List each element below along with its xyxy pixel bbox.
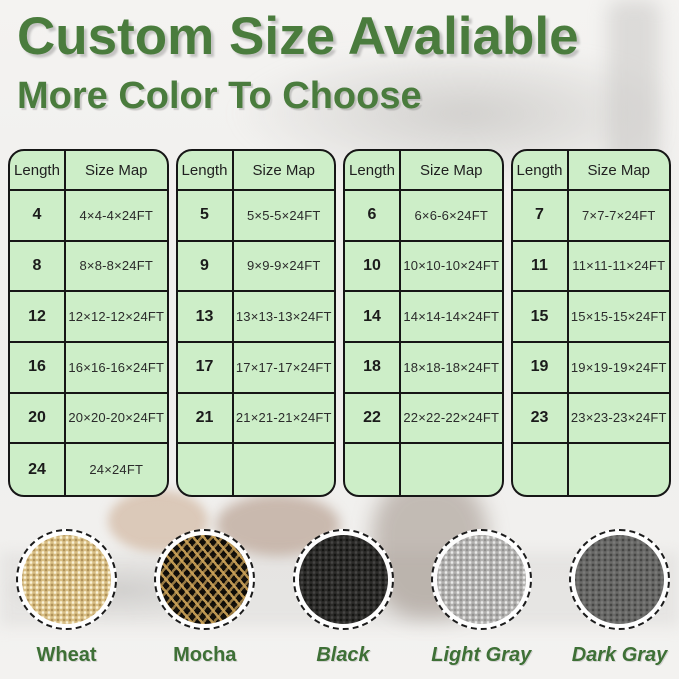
size-cell: 18×18-18×24FT bbox=[401, 343, 502, 394]
size-cell: 15×15-15×24FT bbox=[568, 292, 669, 343]
size-cell: 5×5-5×24FT bbox=[233, 191, 334, 242]
size-cell bbox=[569, 444, 670, 495]
size-cell: 9×9-9×24FT bbox=[233, 242, 334, 293]
page-subtitle: More Color To Choose bbox=[17, 75, 422, 117]
length-cell: 12 bbox=[10, 292, 66, 343]
dark-gray-swatch-circle bbox=[569, 529, 670, 630]
size-table-4: Length Size Map 7 7×7-7×24FT 11 11×11-11×24FT… bbox=[510, 149, 671, 497]
size-cell: 19×19-19×24FT bbox=[568, 343, 669, 394]
length-header-cell: Length bbox=[177, 151, 234, 191]
light-gray-fabric-texture bbox=[436, 535, 526, 624]
length-header-cell: Length bbox=[345, 151, 401, 191]
size-cell: 11×11-11×24FT bbox=[568, 242, 669, 293]
size-cell: 6×6-6×24FT bbox=[401, 191, 502, 242]
length-cell: 13 bbox=[177, 292, 234, 343]
black-swatch-circle bbox=[292, 529, 394, 630]
swatch-label: Light Gray bbox=[431, 644, 532, 666]
size-map-header-cell: Size Map bbox=[66, 151, 167, 191]
size-cell: 16×16-16×24FT bbox=[66, 343, 167, 394]
swatch-label: Black bbox=[316, 644, 370, 666]
page-title: Custom Size Avaliable bbox=[17, 7, 579, 66]
size-cell: 12×12-12×24FT bbox=[66, 292, 167, 343]
length-cell: 16 bbox=[10, 343, 66, 394]
mocha-swatch-circle bbox=[154, 529, 256, 630]
size-table-2: Length Size Map 5 5×5-5×24FT 9 9×9-9×24FT 13 13… bbox=[175, 149, 336, 497]
size-cell: 7×7-7×24FT bbox=[568, 191, 669, 242]
length-cell: 15 bbox=[512, 292, 569, 343]
size-cell: 13×13-13×24FT bbox=[233, 292, 334, 343]
length-header-cell: Length bbox=[10, 151, 66, 191]
wheat-fabric-texture bbox=[22, 535, 111, 624]
length-cell: 18 bbox=[345, 343, 401, 394]
size-cell: 14×14-14×24FT bbox=[401, 292, 502, 343]
length-cell: 6 bbox=[345, 191, 401, 242]
size-map-header-cell: Size Map bbox=[401, 151, 502, 191]
length-cell bbox=[178, 444, 234, 495]
mocha-fabric-texture bbox=[160, 535, 250, 624]
size-cell: 4×4-4×24FT bbox=[66, 191, 167, 242]
length-cell bbox=[513, 444, 569, 495]
size-cell: 17×17-17×24FT bbox=[233, 343, 334, 394]
light-gray-swatch-circle bbox=[430, 529, 532, 630]
length-cell: 11 bbox=[512, 241, 569, 293]
size-cell: 24×24FT bbox=[89, 462, 144, 478]
size-cell: 20×20-20×24FT bbox=[66, 394, 167, 445]
mocha-swatch: Mocha bbox=[154, 529, 256, 667]
length-cell: 21 bbox=[177, 393, 234, 445]
size-cell bbox=[401, 444, 502, 495]
size-tables: Length Size Map 4 4×4-4×24FT 8 8×8-8×24FT 12 12… bbox=[8, 149, 671, 497]
length-cell: 7 bbox=[512, 191, 569, 242]
length-cell: 4 bbox=[10, 191, 66, 242]
color-swatches: Wheat Mocha Black Light Gray Dark Gray bbox=[16, 529, 670, 667]
size-cell: 8×8-8×24FT bbox=[66, 242, 167, 293]
length-cell: 19 bbox=[512, 343, 569, 394]
length-header-cell: Length bbox=[512, 151, 569, 191]
wheat-swatch-circle bbox=[16, 529, 117, 630]
length-cell: 24 bbox=[10, 444, 66, 495]
length-cell: 14 bbox=[345, 292, 401, 343]
length-cell: 9 bbox=[177, 241, 234, 293]
length-cell: 20 bbox=[10, 393, 66, 445]
size-cell: 23×23-23×24FT bbox=[568, 394, 669, 445]
size-cell: 21×21-21×24FT bbox=[233, 394, 334, 445]
size-table-1: Length Size Map 4 4×4-4×24FT 8 8×8-8×24FT 12 12… bbox=[8, 149, 169, 497]
length-cell: 5 bbox=[177, 191, 234, 242]
size-cell: 10×10-10×24FT bbox=[401, 242, 502, 293]
swatch-label: Mocha bbox=[173, 644, 237, 666]
length-cell: 8 bbox=[10, 241, 66, 293]
swatch-label: Wheat bbox=[36, 644, 97, 666]
black-swatch: Black bbox=[292, 529, 394, 667]
length-cell bbox=[345, 444, 401, 495]
swatch-label: Dark Gray bbox=[571, 644, 668, 666]
length-cell: 17 bbox=[177, 343, 234, 394]
length-cell: 22 bbox=[345, 393, 401, 445]
light-gray-swatch: Light Gray bbox=[430, 529, 532, 667]
length-cell: 10 bbox=[345, 241, 401, 293]
size-map-header-cell: Size Map bbox=[568, 151, 669, 191]
size-cell bbox=[234, 444, 335, 495]
size-map-header-cell: Size Map bbox=[233, 151, 334, 191]
dark-gray-swatch: Dark Gray bbox=[569, 529, 670, 667]
length-cell: 23 bbox=[512, 393, 569, 445]
size-cell: 22×22-22×24FT bbox=[401, 394, 502, 445]
dark-gray-fabric-texture bbox=[575, 535, 664, 624]
wheat-swatch: Wheat bbox=[16, 529, 117, 667]
black-fabric-texture bbox=[298, 535, 388, 624]
size-table-3: Length Size Map 6 6×6-6×24FT 10 10×10-10×24FT… bbox=[343, 149, 504, 497]
